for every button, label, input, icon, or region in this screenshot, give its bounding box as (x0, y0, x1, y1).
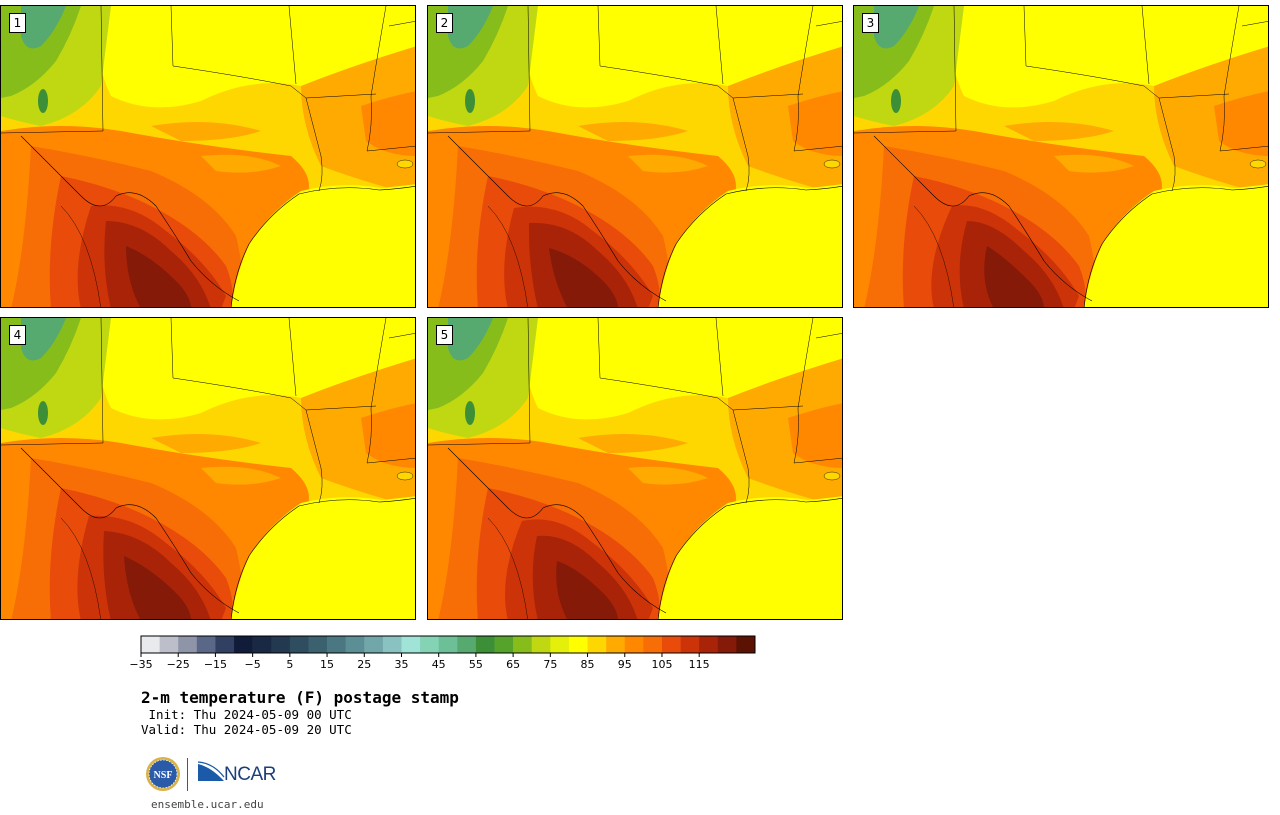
colorbar-swatch (289, 636, 309, 653)
colorbar-swatch (327, 636, 346, 653)
init-time: Init: Thu 2024-05-09 00 UTC (141, 707, 352, 722)
colorbar-tick-label: 75 (543, 658, 558, 671)
colorbar-tick-label: 15 (320, 658, 335, 671)
ncar-logo-text: NCAR (224, 764, 276, 785)
stamp-panel-3: 3 (853, 5, 1269, 308)
colorbar-swatch (141, 636, 160, 653)
plot-title: 2-m temperature (F) postage stamp (141, 688, 459, 707)
colorbar-tick-label: −25 (166, 658, 190, 671)
stamp-panel-5: 5 (427, 317, 843, 620)
colorbar-tick-label: 95 (617, 658, 632, 671)
colorbar-tick-label: 115 (688, 658, 710, 671)
colorbar-swatch (680, 636, 700, 653)
colorbar-swatch (382, 636, 402, 653)
colorbar-swatch (531, 636, 551, 653)
member-number-label: 5 (436, 325, 453, 345)
colorbar-swatch (215, 636, 235, 653)
member-number-label: 4 (9, 325, 26, 345)
colorbar-tick-label: 55 (468, 658, 483, 671)
colorbar-swatch (308, 636, 328, 653)
temperature-colorbar (140, 635, 756, 657)
colorbar-tick-labels: −35 −25 −15 −5 5 15 25 35 45 55 65 75 85 95 105 115 (0, 658, 1280, 674)
colorbar-swatch (271, 636, 291, 653)
stamp-panel-4: 4 (0, 317, 416, 620)
colorbar-swatch (494, 636, 514, 653)
colorbar-swatch (513, 636, 533, 653)
colorbar-swatch (568, 636, 588, 653)
stamp-panel-1: 1 (0, 5, 416, 308)
valid-time: Valid: Thu 2024-05-09 20 UTC (141, 722, 352, 737)
ncar-logo-icon (197, 761, 225, 781)
colorbar-swatch (643, 636, 663, 653)
colorbar-swatch (345, 636, 365, 653)
colorbar-swatch (196, 636, 216, 653)
colorbar-swatch (606, 636, 626, 653)
nsf-logo-text: NSF (154, 770, 173, 781)
colorbar-swatch (234, 636, 253, 653)
colorbar-swatch (475, 636, 495, 653)
colorbar-tick-label: 85 (580, 658, 595, 671)
colorbar-tick-label: 5 (286, 658, 294, 671)
colorbar-tick-label: 45 (431, 658, 446, 671)
colorbar-tick-label: −5 (244, 658, 261, 671)
colorbar-swatch (438, 636, 458, 653)
stamp-panel-2: 2 (427, 5, 843, 308)
nsf-logo-icon: NSF (146, 757, 180, 791)
colorbar-tick-label: −35 (129, 658, 153, 671)
colorbar-swatch (624, 636, 644, 653)
colorbar-swatch (717, 636, 737, 653)
colorbar-swatch (736, 636, 756, 653)
colorbar-swatch (550, 636, 570, 653)
colorbar-swatch (401, 636, 421, 653)
colorbar-swatch (420, 636, 439, 653)
colorbar-tick-label: −15 (203, 658, 228, 671)
colorbar-tick-label: 65 (506, 658, 521, 671)
colorbar-swatch (699, 636, 719, 653)
colorbar-swatch (252, 636, 272, 653)
colorbar-swatch (587, 636, 607, 653)
logo-divider (187, 758, 188, 791)
member-number-label: 3 (862, 13, 879, 33)
source-url: ensemble.ucar.edu (151, 798, 264, 811)
member-number-label: 1 (9, 13, 26, 33)
colorbar-swatch (364, 636, 384, 653)
colorbar-tick-label: 105 (651, 658, 673, 671)
colorbar-tick-label: 35 (394, 658, 409, 671)
colorbar-swatch (159, 636, 179, 653)
colorbar-swatch (661, 636, 681, 653)
colorbar-tick-label: 25 (357, 658, 372, 671)
member-number-label: 2 (436, 13, 453, 33)
colorbar-swatch (178, 636, 198, 653)
colorbar-swatch (457, 636, 477, 653)
